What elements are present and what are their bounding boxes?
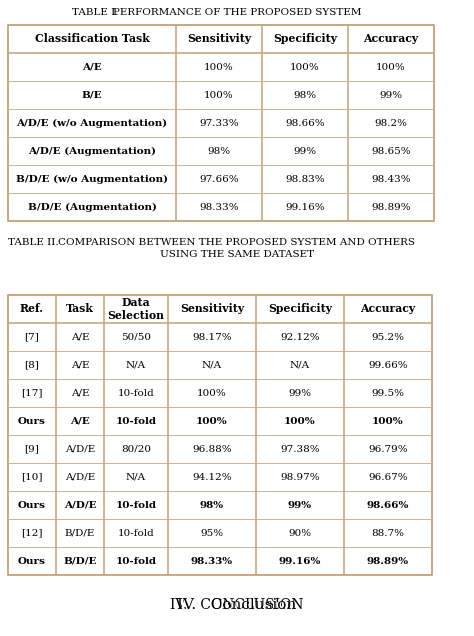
Text: Ours: Ours <box>18 501 46 509</box>
Text: [8]: [8] <box>25 361 39 370</box>
Text: 96.67%: 96.67% <box>368 473 408 481</box>
Text: 99%: 99% <box>288 501 312 509</box>
Text: 98.2%: 98.2% <box>374 118 408 127</box>
Text: 50/50: 50/50 <box>121 333 151 342</box>
Text: [10]: [10] <box>21 473 43 481</box>
Text: A/E: A/E <box>71 361 89 370</box>
Text: N/A: N/A <box>126 361 146 370</box>
Text: A/D/E: A/D/E <box>65 445 95 453</box>
Text: 95.2%: 95.2% <box>372 333 404 342</box>
Text: 98.43%: 98.43% <box>371 174 411 184</box>
Text: [9]: [9] <box>25 445 39 453</box>
Text: 99%: 99% <box>293 146 317 155</box>
Text: IV.   СONCLUSION: IV. СONCLUSION <box>170 598 304 612</box>
Text: 95%: 95% <box>201 529 224 537</box>
Text: N/A: N/A <box>202 361 222 370</box>
Text: 100%: 100% <box>284 417 316 425</box>
Text: Data
Selection: Data Selection <box>108 297 164 321</box>
Text: 94.12%: 94.12% <box>192 473 232 481</box>
Text: 10-fold: 10-fold <box>118 529 155 537</box>
Text: TABLE I.: TABLE I. <box>72 8 118 17</box>
Text: USING THE SAME DATASET: USING THE SAME DATASET <box>160 250 314 259</box>
Text: 99.66%: 99.66% <box>368 361 408 370</box>
Text: 99%: 99% <box>380 90 402 99</box>
Text: 10-fold: 10-fold <box>116 417 156 425</box>
Text: 99.16%: 99.16% <box>285 202 325 212</box>
Text: 100%: 100% <box>196 417 228 425</box>
Text: A/E: A/E <box>71 389 89 398</box>
Text: Sensitivity: Sensitivity <box>187 34 251 45</box>
Text: A/E: A/E <box>82 62 102 71</box>
Text: N/A: N/A <box>126 473 146 481</box>
Text: B/D/E (w/o Augmentation): B/D/E (w/o Augmentation) <box>16 174 168 184</box>
Text: 100%: 100% <box>290 62 320 71</box>
Text: 10-fold: 10-fold <box>118 389 155 398</box>
Text: COMPARISON BETWEEN THE PROPOSED SYSTEM AND OTHERS: COMPARISON BETWEEN THE PROPOSED SYSTEM A… <box>58 238 416 247</box>
Text: 96.88%: 96.88% <box>192 445 232 453</box>
Text: 80/20: 80/20 <box>121 445 151 453</box>
Text: A/D/E (w/o Augmentation): A/D/E (w/o Augmentation) <box>17 118 168 128</box>
Text: A/E: A/E <box>71 333 89 342</box>
Text: 98.66%: 98.66% <box>367 501 409 509</box>
Text: B/D/E (Augmentation): B/D/E (Augmentation) <box>27 202 156 212</box>
Text: Task: Task <box>66 303 94 314</box>
Text: 97.33%: 97.33% <box>199 118 239 127</box>
Text: 98.65%: 98.65% <box>371 146 411 155</box>
Text: 100%: 100% <box>372 417 404 425</box>
Text: 100%: 100% <box>376 62 406 71</box>
Text: 90%: 90% <box>289 529 311 537</box>
Text: 98.33%: 98.33% <box>199 202 239 212</box>
Bar <box>8 25 434 221</box>
Text: Specificity: Specificity <box>268 303 332 314</box>
Text: 92.12%: 92.12% <box>280 333 320 342</box>
Text: 100%: 100% <box>204 62 234 71</box>
Text: 98%: 98% <box>293 90 317 99</box>
Text: 98.17%: 98.17% <box>192 333 232 342</box>
Text: 99.5%: 99.5% <box>372 389 404 398</box>
Text: Classification Task: Classification Task <box>35 34 149 45</box>
Text: 100%: 100% <box>204 90 234 99</box>
Text: Ref.: Ref. <box>20 303 44 314</box>
Text: B/D/E: B/D/E <box>65 529 95 537</box>
Text: N/A: N/A <box>290 361 310 370</box>
Text: A/E: A/E <box>70 417 90 425</box>
Text: Specificity: Specificity <box>273 34 337 45</box>
Text: A/D/E (Augmentation): A/D/E (Augmentation) <box>28 146 156 156</box>
Bar <box>8 295 432 575</box>
Text: [12]: [12] <box>21 529 43 537</box>
Text: IV.   Conclusion: IV. Conclusion <box>177 598 297 612</box>
Text: 97.66%: 97.66% <box>199 174 239 184</box>
Text: 10-fold: 10-fold <box>116 501 156 509</box>
Text: Ours: Ours <box>18 417 46 425</box>
Text: 97.38%: 97.38% <box>280 445 320 453</box>
Text: 98%: 98% <box>208 146 230 155</box>
Text: 100%: 100% <box>197 389 227 398</box>
Text: B/E: B/E <box>82 90 102 99</box>
Text: 98.97%: 98.97% <box>280 473 320 481</box>
Text: 88.7%: 88.7% <box>372 529 404 537</box>
Text: 98.89%: 98.89% <box>371 202 411 212</box>
Text: 98.33%: 98.33% <box>191 556 233 565</box>
Text: [7]: [7] <box>25 333 39 342</box>
Text: TABLE II.: TABLE II. <box>8 238 59 247</box>
Text: B/D/E: B/D/E <box>63 556 97 565</box>
Text: Accuracy: Accuracy <box>364 34 419 45</box>
Text: [17]: [17] <box>21 389 43 398</box>
Text: 98%: 98% <box>200 501 224 509</box>
Text: A/D/E: A/D/E <box>64 501 96 509</box>
Text: 10-fold: 10-fold <box>116 556 156 565</box>
Text: Accuracy: Accuracy <box>360 303 416 314</box>
Text: PERFORMANCE OF THE PROPOSED SYSTEM: PERFORMANCE OF THE PROPOSED SYSTEM <box>113 8 361 17</box>
Text: 98.83%: 98.83% <box>285 174 325 184</box>
Text: IV.    Conclusion: IV. Conclusion <box>181 598 293 612</box>
Text: 98.89%: 98.89% <box>367 556 409 565</box>
Text: 98.66%: 98.66% <box>285 118 325 127</box>
Text: 99%: 99% <box>289 389 311 398</box>
Text: 99.16%: 99.16% <box>279 556 321 565</box>
Text: Sensitivity: Sensitivity <box>180 303 244 314</box>
Text: 96.79%: 96.79% <box>368 445 408 453</box>
Text: Ours: Ours <box>18 556 46 565</box>
Text: A/D/E: A/D/E <box>65 473 95 481</box>
